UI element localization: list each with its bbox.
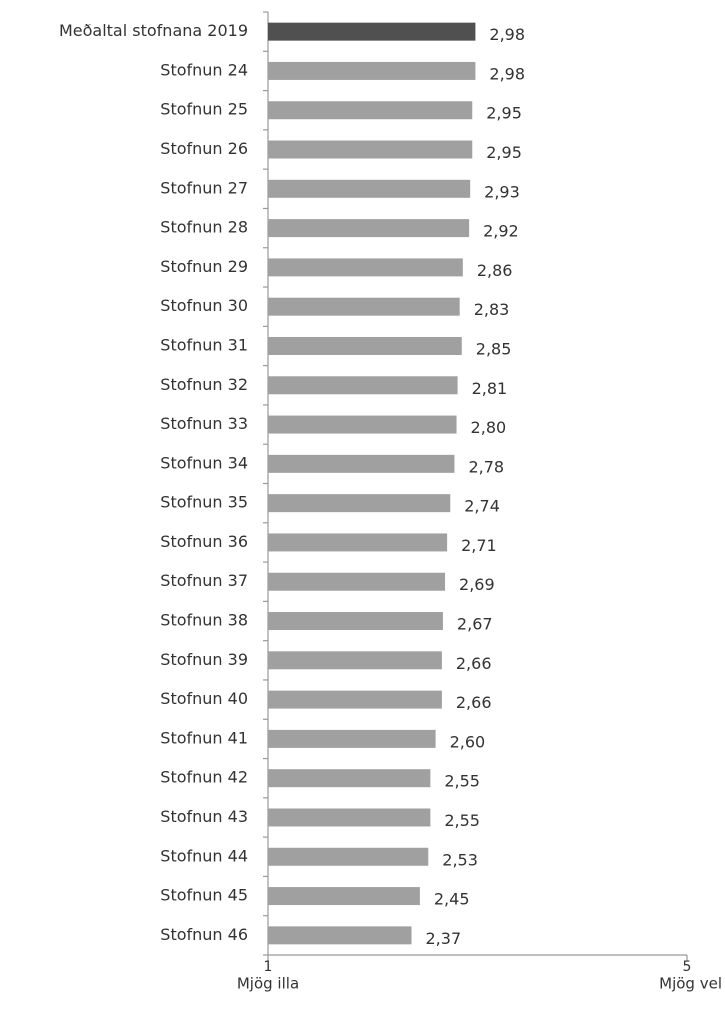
value-label: 2,83 xyxy=(474,300,510,319)
value-label: 2,66 xyxy=(456,654,492,673)
category-label: Stofnun 30 xyxy=(160,296,248,315)
category-label: Stofnun 44 xyxy=(160,846,248,865)
value-label: 2,98 xyxy=(489,64,525,83)
bar xyxy=(268,22,476,41)
value-label: 2,86 xyxy=(477,261,513,280)
category-label: Stofnun 40 xyxy=(160,689,248,708)
bar xyxy=(268,769,431,788)
x-tick-label: 1 xyxy=(264,959,273,975)
bar xyxy=(268,572,446,591)
category-label: Stofnun 26 xyxy=(160,139,248,158)
category-label: Stofnun 42 xyxy=(160,768,248,787)
category-label: Stofnun 32 xyxy=(160,375,248,394)
category-label: Stofnun 46 xyxy=(160,925,248,944)
category-label: Stofnun 41 xyxy=(160,728,248,747)
category-label: Stofnun 39 xyxy=(160,650,248,669)
category-label: Stofnun 29 xyxy=(160,257,248,276)
value-label: 2,55 xyxy=(444,811,480,830)
category-label: Stofnun 45 xyxy=(160,886,248,905)
value-label: 2,67 xyxy=(457,615,493,634)
category-label: Stofnun 35 xyxy=(160,493,248,512)
category-label: Stofnun 36 xyxy=(160,532,248,551)
value-label: 2,45 xyxy=(434,890,470,909)
bar xyxy=(268,887,420,906)
category-label: Stofnun 27 xyxy=(160,178,248,197)
category-label: Stofnun 38 xyxy=(160,611,248,630)
category-label: Stofnun 33 xyxy=(160,414,248,433)
value-label: 2,85 xyxy=(476,339,512,358)
bar xyxy=(268,494,451,513)
bar xyxy=(268,729,436,748)
category-label: Meðaltal stofnana 2019 xyxy=(59,21,248,40)
bar xyxy=(268,415,457,434)
category-label: Stofnun 43 xyxy=(160,807,248,826)
value-label: 2,60 xyxy=(450,732,486,751)
bar xyxy=(268,690,442,709)
category-label: Stofnun 24 xyxy=(160,60,248,79)
bar xyxy=(268,297,460,316)
value-label: 2,95 xyxy=(486,104,522,123)
value-label: 2,95 xyxy=(486,143,522,162)
bar xyxy=(268,219,470,238)
value-label: 2,93 xyxy=(484,182,520,201)
x-tick-caption: Mjög vel xyxy=(659,975,722,993)
bar xyxy=(268,533,448,552)
bar xyxy=(268,808,431,827)
category-label: Stofnun 37 xyxy=(160,571,248,590)
value-label: 2,80 xyxy=(471,418,507,437)
value-label: 2,55 xyxy=(444,772,480,791)
value-label: 2,53 xyxy=(442,850,478,869)
bar xyxy=(268,926,412,945)
value-label: 2,81 xyxy=(472,379,508,398)
value-label: 2,66 xyxy=(456,693,492,712)
bar xyxy=(268,101,473,120)
bar xyxy=(268,179,471,198)
x-tick-caption: Mjög illa xyxy=(237,975,299,993)
bar xyxy=(268,140,473,159)
value-label: 2,37 xyxy=(426,929,462,948)
value-label: 2,78 xyxy=(468,457,504,476)
value-label: 2,69 xyxy=(459,575,495,594)
bar xyxy=(268,61,476,80)
category-label: Stofnun 34 xyxy=(160,453,248,472)
category-label: Stofnun 31 xyxy=(160,335,248,354)
bar xyxy=(268,651,442,670)
value-label: 2,71 xyxy=(461,536,497,555)
x-tick-label: 5 xyxy=(683,959,692,975)
value-label: 2,74 xyxy=(464,497,500,516)
bar xyxy=(268,847,429,866)
category-label: Stofnun 28 xyxy=(160,218,248,237)
bar xyxy=(268,258,463,277)
value-label: 2,92 xyxy=(483,222,519,241)
category-label: Stofnun 25 xyxy=(160,100,248,119)
bar xyxy=(268,376,458,395)
bar xyxy=(268,336,462,355)
bar xyxy=(268,454,455,473)
bar xyxy=(268,612,443,631)
value-label: 2,98 xyxy=(489,25,525,44)
